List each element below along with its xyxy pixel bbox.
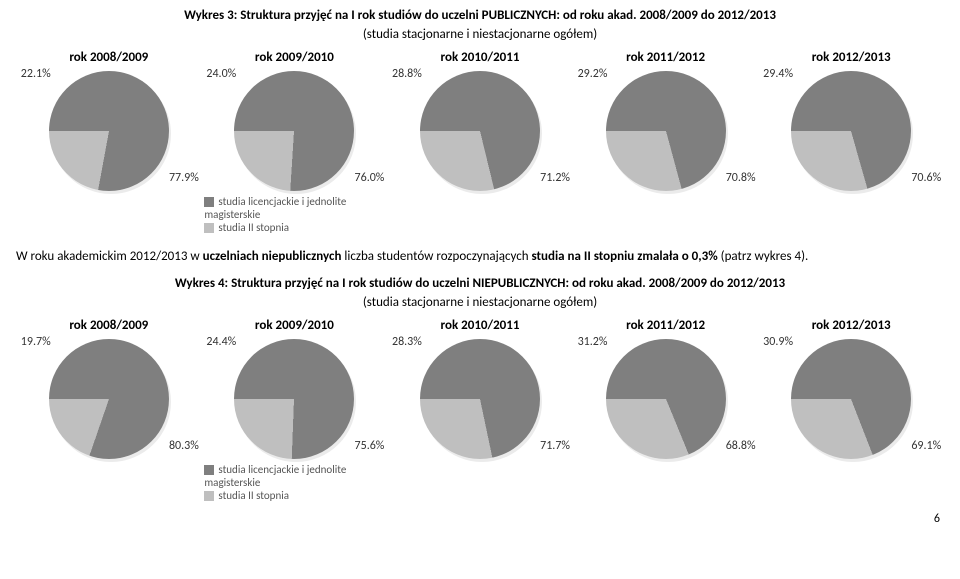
pie-wrap: 28.8%71.2% bbox=[420, 71, 540, 191]
legend-swatch bbox=[204, 197, 214, 207]
secondary-slice-label: 28.3% bbox=[392, 335, 422, 349]
year-label: rok 2012/2013 bbox=[758, 50, 944, 65]
body-em2: studia na II stopniu zmalała o 0,3% bbox=[531, 249, 720, 264]
main-slice-label: 76.0% bbox=[355, 171, 385, 185]
pie-chart bbox=[234, 71, 354, 191]
pie-wrap: 22.1%77.9% bbox=[49, 71, 169, 191]
pie-cell: rok 2011/201231.2%68.8% bbox=[573, 318, 759, 502]
pie-cell: rok 2009/201024.0%76.0%studia licencjack… bbox=[202, 50, 388, 234]
secondary-slice-label: 29.4% bbox=[763, 67, 793, 81]
pie-chart bbox=[49, 339, 169, 459]
pie-cell: rok 2010/201128.8%71.2% bbox=[387, 50, 573, 234]
main-slice-label: 70.6% bbox=[911, 171, 941, 185]
secondary-slice-label: 19.7% bbox=[21, 335, 51, 349]
pie-chart bbox=[791, 339, 911, 459]
main-slice-label: 70.8% bbox=[726, 171, 756, 185]
main-slice-label: 71.7% bbox=[540, 439, 570, 453]
legend-item: studia II stopnia bbox=[204, 489, 384, 502]
chart3-row: rok 2008/200922.1%77.9%rok 2009/201024.0… bbox=[16, 50, 944, 234]
legend-item: studia II stopnia bbox=[204, 221, 384, 234]
pie-cell: rok 2009/201024.4%75.6%studia licencjack… bbox=[202, 318, 388, 502]
pie-wrap: 24.0%76.0% bbox=[234, 71, 354, 191]
body-pre: W roku akademickim 2012/2013 w bbox=[16, 249, 203, 264]
pie-cell: rok 2012/201330.9%69.1% bbox=[758, 318, 944, 502]
secondary-slice-label: 24.4% bbox=[206, 335, 236, 349]
pie-chart bbox=[606, 71, 726, 191]
chart3-subtitle: (studia stacjonarne i niestacjonarne ogó… bbox=[16, 27, 944, 42]
pie-chart bbox=[234, 339, 354, 459]
pie-chart bbox=[420, 339, 540, 459]
pie-legend: studia licencjackie i jednolite magister… bbox=[204, 195, 384, 234]
main-slice-label: 75.6% bbox=[355, 439, 385, 453]
pie-cell: rok 2012/201329.4%70.6% bbox=[758, 50, 944, 234]
body-em1: uczelniach niepublicznych bbox=[203, 249, 345, 264]
legend-swatch bbox=[204, 223, 214, 233]
page-number: 6 bbox=[16, 512, 944, 526]
pie-cell: rok 2008/200922.1%77.9% bbox=[16, 50, 202, 234]
legend-swatch bbox=[204, 491, 214, 501]
secondary-slice-label: 28.8% bbox=[392, 67, 422, 81]
year-label: rok 2009/2010 bbox=[202, 50, 388, 65]
secondary-slice-label: 29.2% bbox=[578, 67, 608, 81]
secondary-slice-label: 22.1% bbox=[21, 67, 51, 81]
secondary-slice-label: 31.2% bbox=[578, 335, 608, 349]
main-slice-label: 71.2% bbox=[540, 171, 570, 185]
legend-item: studia licencjackie i jednolite magister… bbox=[204, 195, 384, 221]
legend-label: studia licencjackie i jednolite magister… bbox=[204, 463, 346, 489]
pie-legend: studia licencjackie i jednolite magister… bbox=[204, 463, 384, 502]
chart3-title: Wykres 3: Struktura przyjęć na I rok stu… bbox=[16, 8, 944, 25]
year-label: rok 2011/2012 bbox=[573, 50, 759, 65]
secondary-slice-label: 30.9% bbox=[763, 335, 793, 349]
legend-item: studia licencjackie i jednolite magister… bbox=[204, 463, 384, 489]
body-paragraph: W roku akademickim 2012/2013 w uczelniac… bbox=[16, 248, 944, 266]
pie-chart bbox=[420, 71, 540, 191]
main-slice-label: 77.9% bbox=[169, 171, 199, 185]
main-slice-label: 80.3% bbox=[169, 439, 199, 453]
secondary-slice-label: 24.0% bbox=[206, 67, 236, 81]
pie-wrap: 31.2%68.8% bbox=[606, 339, 726, 459]
year-label: rok 2012/2013 bbox=[758, 318, 944, 333]
body-post: (patrz wykres 4). bbox=[721, 249, 809, 264]
pie-wrap: 19.7%80.3% bbox=[49, 339, 169, 459]
chart4-title: Wykres 4: Struktura przyjęć na I rok stu… bbox=[16, 276, 944, 293]
chart4-subtitle: (studia stacjonarne i niestacjonarne ogó… bbox=[16, 295, 944, 310]
page: Wykres 3: Struktura przyjęć na I rok stu… bbox=[0, 0, 960, 546]
year-label: rok 2010/2011 bbox=[387, 50, 573, 65]
pie-wrap: 30.9%69.1% bbox=[791, 339, 911, 459]
pie-wrap: 24.4%75.6% bbox=[234, 339, 354, 459]
pie-cell: rok 2008/200919.7%80.3% bbox=[16, 318, 202, 502]
legend-swatch bbox=[204, 465, 214, 475]
year-label: rok 2010/2011 bbox=[387, 318, 573, 333]
legend-label: studia II stopnia bbox=[218, 221, 289, 234]
pie-chart bbox=[606, 339, 726, 459]
body-mid: liczba studentów rozpoczynających bbox=[344, 249, 531, 264]
year-label: rok 2011/2012 bbox=[573, 318, 759, 333]
pie-wrap: 28.3%71.7% bbox=[420, 339, 540, 459]
legend-label: studia II stopnia bbox=[218, 489, 289, 502]
year-label: rok 2009/2010 bbox=[202, 318, 388, 333]
main-slice-label: 68.8% bbox=[726, 439, 756, 453]
pie-chart bbox=[791, 71, 911, 191]
year-label: rok 2008/2009 bbox=[16, 50, 202, 65]
chart4-row: rok 2008/200919.7%80.3%rok 2009/201024.4… bbox=[16, 318, 944, 502]
pie-wrap: 29.2%70.8% bbox=[606, 71, 726, 191]
year-label: rok 2008/2009 bbox=[16, 318, 202, 333]
pie-wrap: 29.4%70.6% bbox=[791, 71, 911, 191]
pie-chart bbox=[49, 71, 169, 191]
legend-label: studia licencjackie i jednolite magister… bbox=[204, 195, 346, 221]
pie-cell: rok 2010/201128.3%71.7% bbox=[387, 318, 573, 502]
main-slice-label: 69.1% bbox=[911, 439, 941, 453]
pie-cell: rok 2011/201229.2%70.8% bbox=[573, 50, 759, 234]
